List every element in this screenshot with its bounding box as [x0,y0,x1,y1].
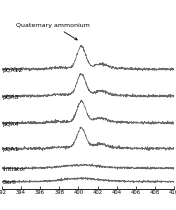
Text: Initiator: Initiator [3,167,26,172]
Text: pQA8: pQA8 [3,95,19,100]
Text: Quaternary ammonium: Quaternary ammonium [16,23,90,40]
Text: pQA12: pQA12 [3,68,23,73]
Text: pQA4: pQA4 [3,122,19,127]
Text: Bare: Bare [3,180,17,185]
Text: pQA1: pQA1 [3,147,19,152]
